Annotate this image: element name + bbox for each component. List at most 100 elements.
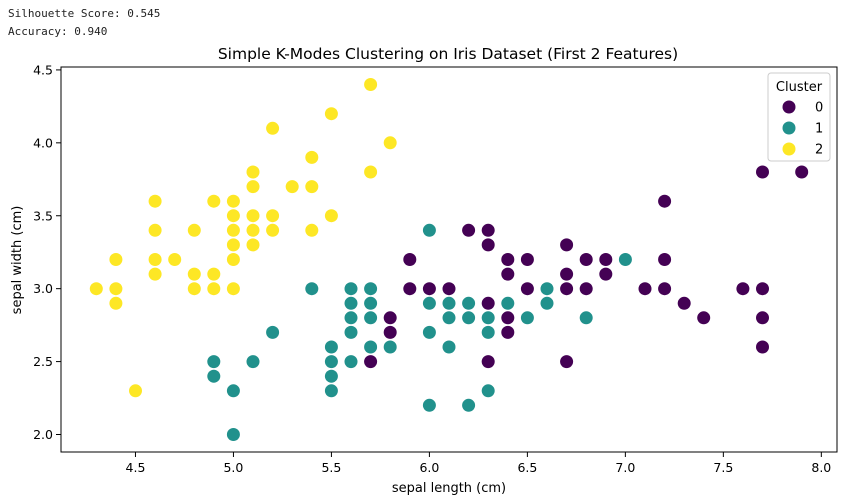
legend-entry-2: 2	[815, 143, 823, 158]
x-tick-label: 7.0	[615, 460, 635, 475]
point-cluster-2	[246, 223, 260, 237]
point-cluster-1	[520, 311, 534, 325]
y-axis: 2.0 2.5 3.0 3.5 4.0 4.5	[33, 62, 61, 442]
legend-entry-1: 1	[815, 122, 823, 137]
point-cluster-0	[756, 311, 769, 325]
point-cluster-1	[442, 340, 456, 354]
point-cluster-2	[226, 238, 240, 252]
point-cluster-0	[462, 223, 476, 237]
point-cluster-2	[89, 282, 103, 296]
point-cluster-0	[795, 165, 809, 179]
point-cluster-2	[226, 194, 240, 208]
point-cluster-1	[481, 311, 495, 325]
point-cluster-2	[305, 223, 319, 237]
y-tick-label: 3.0	[33, 281, 53, 296]
point-cluster-1	[462, 296, 476, 310]
x-tick-label: 6.5	[517, 460, 537, 475]
point-cluster-2	[226, 253, 240, 266]
point-cluster-2	[266, 223, 280, 237]
point-cluster-1	[344, 282, 358, 296]
point-cluster-1	[305, 282, 319, 296]
point-cluster-1	[364, 296, 378, 310]
point-cluster-2	[207, 282, 221, 296]
point-cluster-2	[246, 209, 260, 223]
point-cluster-2	[148, 267, 162, 281]
point-cluster-1	[481, 325, 495, 339]
point-cluster-1	[207, 369, 221, 383]
point-cluster-1	[344, 296, 358, 310]
point-cluster-2	[148, 223, 162, 237]
point-cluster-1	[246, 355, 260, 369]
y-tick-label: 2.0	[33, 427, 53, 442]
x-tick-label: 5.5	[321, 460, 341, 475]
point-cluster-2	[226, 209, 240, 223]
point-cluster-1	[481, 384, 495, 398]
point-cluster-0	[481, 296, 495, 310]
point-cluster-2	[168, 253, 182, 266]
point-cluster-2	[364, 165, 378, 179]
point-cluster-2	[226, 223, 240, 237]
point-cluster-1	[422, 325, 436, 339]
point-cluster-2	[109, 282, 123, 296]
point-cluster-1	[540, 282, 554, 296]
point-cluster-0	[481, 355, 495, 369]
point-cluster-1	[442, 311, 456, 325]
legend-marker-2	[782, 142, 796, 156]
y-tick-label: 3.5	[33, 208, 53, 223]
point-cluster-2	[324, 209, 338, 223]
point-cluster-2	[226, 282, 240, 296]
point-cluster-1	[324, 369, 338, 383]
points-layer	[89, 78, 809, 441]
point-cluster-0	[599, 253, 613, 266]
point-cluster-1	[422, 223, 436, 237]
point-cluster-0	[756, 282, 769, 296]
point-cluster-2	[109, 253, 123, 266]
point-cluster-0	[403, 282, 417, 296]
legend-box	[767, 72, 831, 162]
point-cluster-1	[422, 296, 436, 310]
point-cluster-0	[756, 165, 769, 179]
y-axis-label: sepal width (cm)	[10, 206, 25, 315]
legend-entry-0: 0	[815, 101, 823, 116]
x-tick-label: 7.5	[713, 460, 733, 475]
point-cluster-2	[187, 223, 201, 237]
point-cluster-0	[560, 267, 574, 281]
point-cluster-0	[501, 325, 515, 339]
point-cluster-0	[501, 267, 515, 281]
y-tick-label: 2.5	[33, 354, 53, 369]
point-cluster-1	[324, 355, 338, 369]
point-cluster-0	[481, 223, 495, 237]
point-cluster-1	[344, 355, 358, 369]
point-cluster-2	[305, 150, 319, 164]
point-cluster-2	[285, 180, 299, 194]
x-tick-label: 5.0	[223, 460, 243, 475]
point-cluster-1	[501, 296, 515, 310]
point-cluster-0	[442, 282, 456, 296]
point-cluster-0	[560, 355, 574, 369]
point-cluster-1	[324, 340, 338, 354]
point-cluster-0	[736, 282, 750, 296]
point-cluster-1	[207, 355, 221, 369]
point-cluster-2	[246, 238, 260, 252]
point-cluster-2	[148, 253, 162, 266]
point-cluster-1	[442, 296, 456, 310]
point-cluster-1	[344, 325, 358, 339]
point-cluster-1	[226, 428, 240, 441]
point-cluster-1	[618, 253, 632, 266]
point-cluster-1	[540, 296, 554, 310]
point-cluster-2	[129, 384, 142, 398]
point-cluster-1	[462, 398, 476, 412]
point-cluster-0	[579, 253, 593, 266]
point-cluster-0	[658, 282, 672, 296]
point-cluster-1	[364, 311, 378, 325]
point-cluster-1	[579, 311, 593, 325]
point-cluster-0	[658, 253, 672, 266]
point-cluster-0	[638, 282, 652, 296]
silhouette-score-text: Silhouette Score: 0.545	[8, 7, 161, 20]
point-cluster-1	[226, 384, 240, 398]
accuracy-text: Accuracy: 0.940	[8, 25, 108, 38]
point-cluster-2	[109, 296, 123, 310]
x-axis-label: sepal length (cm)	[392, 481, 506, 495]
point-cluster-0	[520, 282, 534, 296]
point-cluster-0	[383, 325, 397, 339]
